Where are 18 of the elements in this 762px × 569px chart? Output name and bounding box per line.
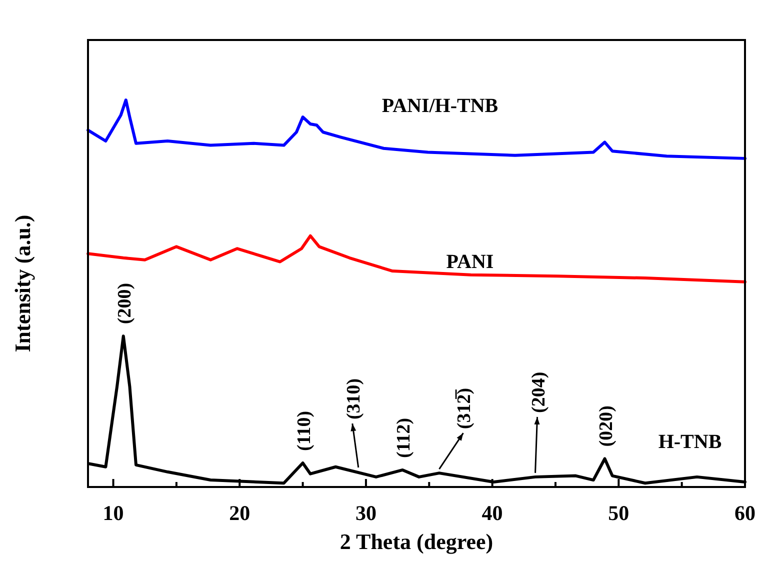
annotation: (204) xyxy=(528,372,550,413)
x-tick-label: 20 xyxy=(229,501,250,525)
annotation: (200) xyxy=(114,282,136,324)
x-axis-title: 2 Theta (degree) xyxy=(340,529,494,554)
series-label: PANI/H-TNB xyxy=(382,95,498,117)
series-label: PANI xyxy=(446,251,494,273)
annotation: (112) xyxy=(394,418,415,458)
x-tick-label: 30 xyxy=(355,501,376,525)
x-tick-label: 10 xyxy=(102,501,124,525)
series-label: H-TNB xyxy=(658,431,722,453)
annotation: (020) xyxy=(596,406,617,447)
x-tick-label: 40 xyxy=(482,501,503,525)
y-axis-title: Intensity (a.u.) xyxy=(10,214,35,352)
annotation: (312̅) xyxy=(454,388,476,430)
annotation: (110) xyxy=(294,410,315,452)
x-tick-label: 50 xyxy=(608,501,630,525)
annotation: (310) xyxy=(343,378,364,420)
x-tick-label: 60 xyxy=(734,501,756,525)
